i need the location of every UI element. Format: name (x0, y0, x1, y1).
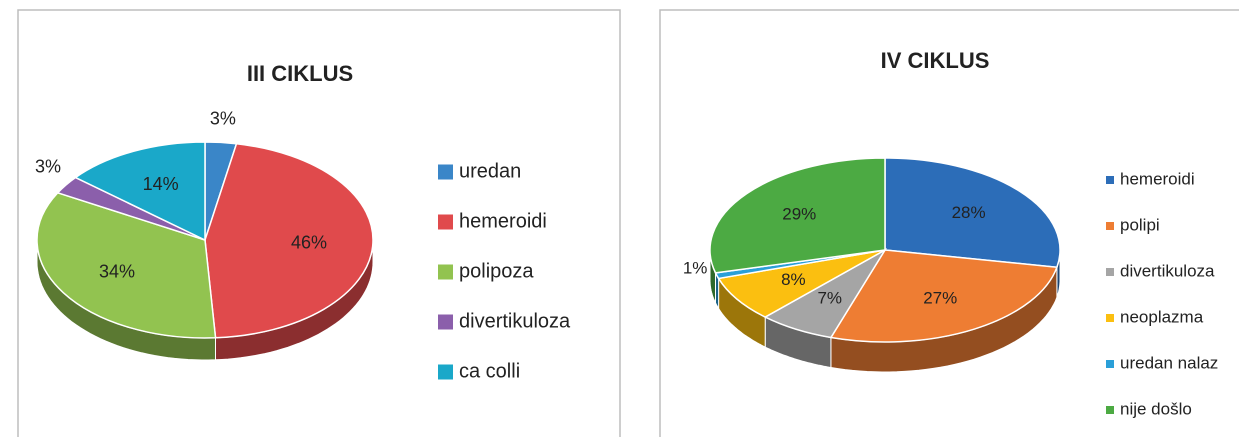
legend-label: uredan nalaz (1120, 353, 1218, 372)
value-label: 46% (291, 233, 327, 253)
legend-swatch (1106, 222, 1114, 230)
legend-swatch (438, 314, 453, 330)
value-label: 27% (923, 289, 957, 308)
value-label: 14% (143, 174, 179, 194)
value-label: 8% (781, 270, 806, 289)
panel-frame (659, 9, 1239, 437)
legend-swatch (1106, 176, 1114, 184)
panel-frame (17, 9, 621, 437)
slice (829, 249, 1058, 343)
legend-label: neoplazma (1120, 307, 1204, 326)
legend-label: divertikuloza (1120, 261, 1215, 280)
slice (884, 157, 1061, 269)
legend-swatch (438, 164, 453, 180)
chart-title: III CIKLUS (247, 61, 353, 86)
legend-swatch (1106, 268, 1114, 276)
legend-label: polipi (1120, 215, 1160, 234)
slice (204, 142, 374, 339)
value-label: 7% (817, 289, 842, 308)
value-label: 3% (35, 157, 61, 177)
value-label: 3% (210, 109, 236, 129)
legend-swatch (438, 364, 453, 380)
legend-swatch (1106, 360, 1114, 368)
legend-swatch (1106, 314, 1114, 322)
legend-label: uredan (459, 160, 521, 182)
legend-label: polipoza (459, 260, 534, 282)
value-label: 34% (99, 261, 135, 281)
value-label: 29% (782, 205, 816, 224)
slice (74, 141, 206, 242)
legend-swatch (438, 214, 453, 230)
legend-label: hemeroidi (1120, 169, 1195, 188)
value-label: 1% (683, 258, 708, 277)
legend-label: nije došlo (1120, 399, 1192, 418)
legend-label: ca colli (459, 360, 520, 382)
slice (709, 157, 886, 274)
legend-swatch (438, 264, 453, 280)
chart-title: IV CIKLUS (881, 48, 990, 73)
legend-swatch (1106, 406, 1114, 414)
value-label: 28% (952, 203, 986, 222)
legend-label: divertikuloza (459, 310, 571, 332)
legend-label: hemeroidi (459, 210, 547, 232)
